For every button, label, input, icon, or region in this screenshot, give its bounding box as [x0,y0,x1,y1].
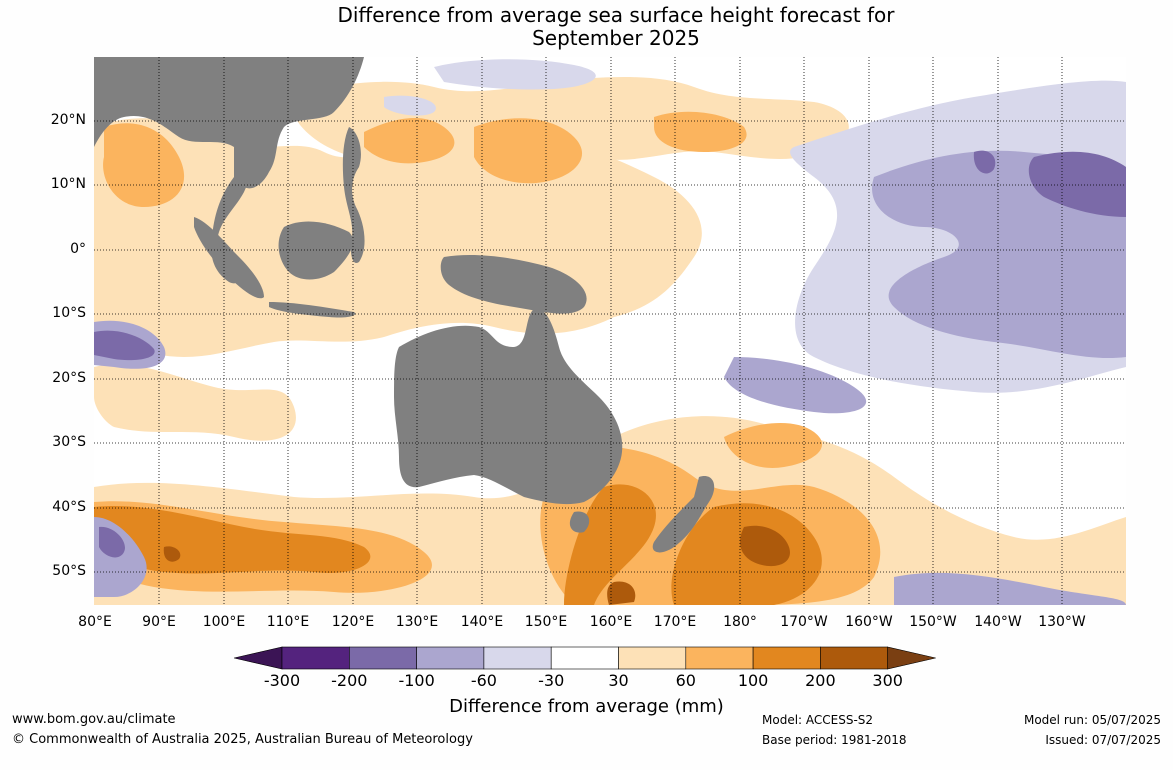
longitude-label: 150°W [909,614,957,630]
land-sulawesi-philippines [342,127,365,263]
longitude-label: 140°W [974,614,1022,630]
positive-anomaly-light-mid [94,364,296,441]
positive-anomaly-strong-south [94,484,822,605]
latitude-label: 30°S [52,434,86,450]
negative-anomaly-west-dark [94,330,155,558]
land-indochina [211,147,250,284]
positive-anomaly-medium-north [103,111,747,207]
legend-tick-label: 60 [675,671,696,690]
longitude-label: 160°W [845,614,893,630]
longitude-label: 170°E [653,614,697,630]
legend-arrow-min [234,646,283,670]
longitude-label: 140°E [460,614,504,630]
map-frame [94,57,1126,605]
legend-swatch [483,646,552,670]
legend-title: Difference from average (mm) [449,696,724,717]
title-line-2: September 2025 [532,26,700,50]
footer-copyright: © Commonwealth of Australia 2025, Austra… [12,732,473,747]
negative-anomaly-regions [94,59,1126,605]
latitude-label: 40°S [52,499,86,515]
positive-anomaly-regions [94,77,1126,605]
longitude-label: 160°E [589,614,633,630]
land-masses [94,57,715,553]
legend-tick-label: -300 [263,671,301,690]
latitude-label: 20°N [50,112,86,128]
land-sumatra [194,217,264,299]
latitude-label: 0° [70,241,86,257]
latitude-label: 10°S [52,305,86,321]
land-tasmania [569,511,590,533]
legend-tick-label: -200 [331,671,368,690]
legend-tick-label: -100 [398,671,435,690]
footer-website: www.bom.gov.au/climate [12,712,176,727]
footer-model-run: Model run: 05/07/2025 [1023,713,1161,727]
legend-swatch [416,646,485,670]
longitude-label: 150°E [524,614,568,630]
land-new-zealand [652,476,715,553]
legend-tick-label: -60 [470,671,497,690]
negative-anomaly-north [384,59,596,116]
latitude-label: 20°S [52,370,86,386]
land-borneo [278,221,354,280]
legend-tick-label: 30 [608,671,629,690]
legend-tick-label: 100 [737,671,769,690]
legend-arrow-max [887,646,936,670]
longitude-label: 80°E [78,614,112,630]
longitude-label: 90°E [142,614,176,630]
latitude-label: 50°S [52,563,86,579]
legend-tick-label: 200 [805,671,836,690]
longitude-label: 130°E [395,614,439,630]
negative-anomaly-medium-east [724,150,1126,414]
land-java [269,302,356,318]
land-asia [94,57,364,189]
longitude-label: 180° [723,614,757,630]
footer-model: Model: ACCESS-S2 [762,713,874,727]
footer-base-period: Base period: 1981-2018 [762,733,907,747]
title-line-1: Difference from average sea surface heig… [337,3,895,27]
latitude-label: 10°N [50,176,86,192]
footer-issued: Issued: 07/07/2025 [1045,733,1161,747]
map-title: Difference from average sea surface heig… [0,4,1173,50]
longitude-label: 110°E [266,614,310,630]
legend-swatch [752,646,821,670]
legend-tick-label: -30 [538,671,565,690]
longitude-label: 170°W [780,614,828,630]
land-new-guinea [440,255,587,314]
graticule-gridlines [94,57,1126,605]
legend-swatch [685,646,754,670]
sea-surface-height-map [94,57,1126,605]
legend-colorbar [234,646,936,670]
legend-swatch [820,646,889,670]
legend-tick-label: 300 [872,671,903,690]
longitude-label: 120°E [331,614,375,630]
legend-swatch [618,646,687,670]
longitude-label: 100°E [202,614,246,630]
legend-swatch [349,646,417,670]
longitude-label: 130°W [1038,614,1086,630]
land-australia [394,308,623,505]
negative-anomaly-dark-east [973,150,1126,217]
legend-swatch [281,646,350,670]
legend-swatch [550,646,619,670]
